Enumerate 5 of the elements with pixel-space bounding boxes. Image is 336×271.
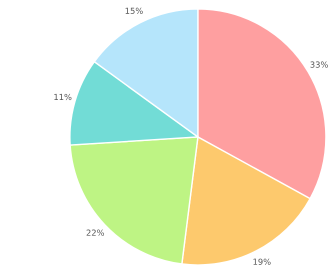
data-label: 11% — [54, 94, 72, 100]
data-label: 19% — [253, 258, 271, 265]
data-label: 22% — [86, 230, 104, 236]
data-label: 15% — [126, 8, 143, 14]
data-label: 33% — [310, 61, 328, 68]
